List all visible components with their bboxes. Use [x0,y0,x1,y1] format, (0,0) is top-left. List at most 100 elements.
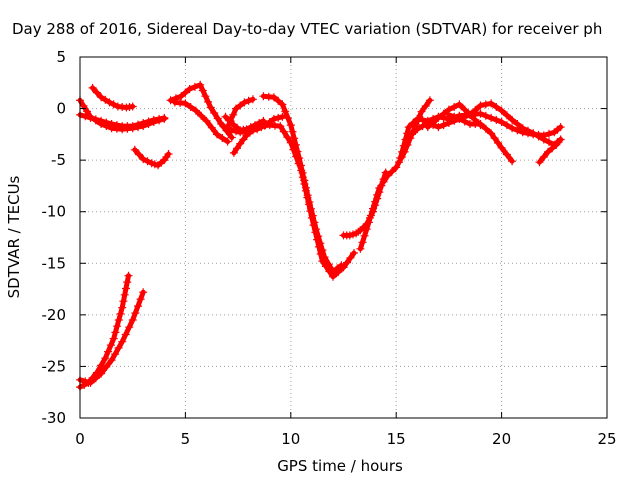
data-point [418,122,427,131]
data-point [134,120,142,129]
data-point [177,92,186,101]
data-point [455,100,464,109]
data-point [333,264,342,273]
data-point [91,115,100,124]
data-point [476,101,485,110]
data-point [101,95,110,104]
data-point [293,147,302,156]
data-point [113,322,122,331]
data-point [107,356,116,365]
data-point [269,114,278,123]
data-point [388,167,396,176]
data-point [201,92,210,101]
data-point [191,106,200,115]
data-point [413,114,422,123]
data-point [476,109,485,118]
data-point [497,143,506,152]
x-tick-label: 25 [597,430,616,448]
y-tick-label: -30 [42,409,67,427]
data-point [417,107,426,116]
y-tick-label: 0 [56,100,66,118]
data-point [278,100,287,109]
data-point [114,316,123,324]
data-point [144,117,153,126]
series-arc-f [76,288,148,387]
x-tick-label: 15 [387,430,406,448]
data-point [481,124,490,133]
data-point [274,96,283,105]
data-point [198,86,207,95]
data-point [545,138,553,147]
data-point [97,361,106,370]
data-point [207,123,216,132]
data-point [92,88,101,97]
data-point [350,249,358,257]
series-trace [168,82,235,140]
data-point [109,334,118,343]
data-point [83,107,91,116]
data-point [318,246,327,255]
data-point [218,134,227,142]
data-point [106,341,115,350]
y-axis-label: SDTVAR / TECUs [5,175,23,298]
data-point [204,97,213,106]
data-point [375,184,384,192]
data-point [476,120,485,128]
series-arc-h [170,98,232,146]
data-point [346,253,355,262]
data-point [202,116,211,125]
data-point [239,135,248,144]
data-point [91,374,100,383]
data-point [303,191,312,200]
data-point [369,204,377,213]
data-point [295,154,304,163]
data-point [413,125,422,134]
data-point [396,154,405,163]
data-point [421,102,430,110]
data-point [111,328,120,337]
data-point [490,134,499,143]
series-arc-e [76,271,133,392]
data-point [508,157,517,166]
data-point [508,124,517,133]
data-point [358,238,367,247]
x-tick-label: 5 [181,430,191,448]
data-point [190,82,199,91]
data-point [86,378,95,387]
data-point [128,316,137,324]
data-point [197,111,206,120]
data-point [210,109,219,117]
data-point [310,218,319,227]
data-point [471,106,480,115]
data-point [139,288,148,297]
data-point [227,133,236,142]
data-point [223,123,232,132]
plot-frame [79,56,608,419]
data-point [232,104,240,113]
data-point [404,123,413,132]
data-point [196,80,205,89]
data-point [402,135,411,144]
data-point [324,260,333,269]
grid-lines [80,57,607,418]
data-point [281,107,290,116]
data-point [383,171,392,180]
data-point [155,114,164,123]
data-point [286,121,295,130]
data-point [513,120,522,128]
data-point [291,140,300,149]
data-point [535,158,544,167]
data-point [508,115,517,124]
data-point [134,302,142,311]
data-point [236,101,245,110]
series-arc-g [166,80,236,142]
series-trace [341,170,389,238]
data-point [408,130,416,139]
data-point [494,139,503,147]
data-point [360,231,369,240]
data-point [302,183,310,192]
data-point [227,126,236,135]
data-point [399,141,408,150]
data-point [409,119,418,127]
data-point [556,135,565,144]
